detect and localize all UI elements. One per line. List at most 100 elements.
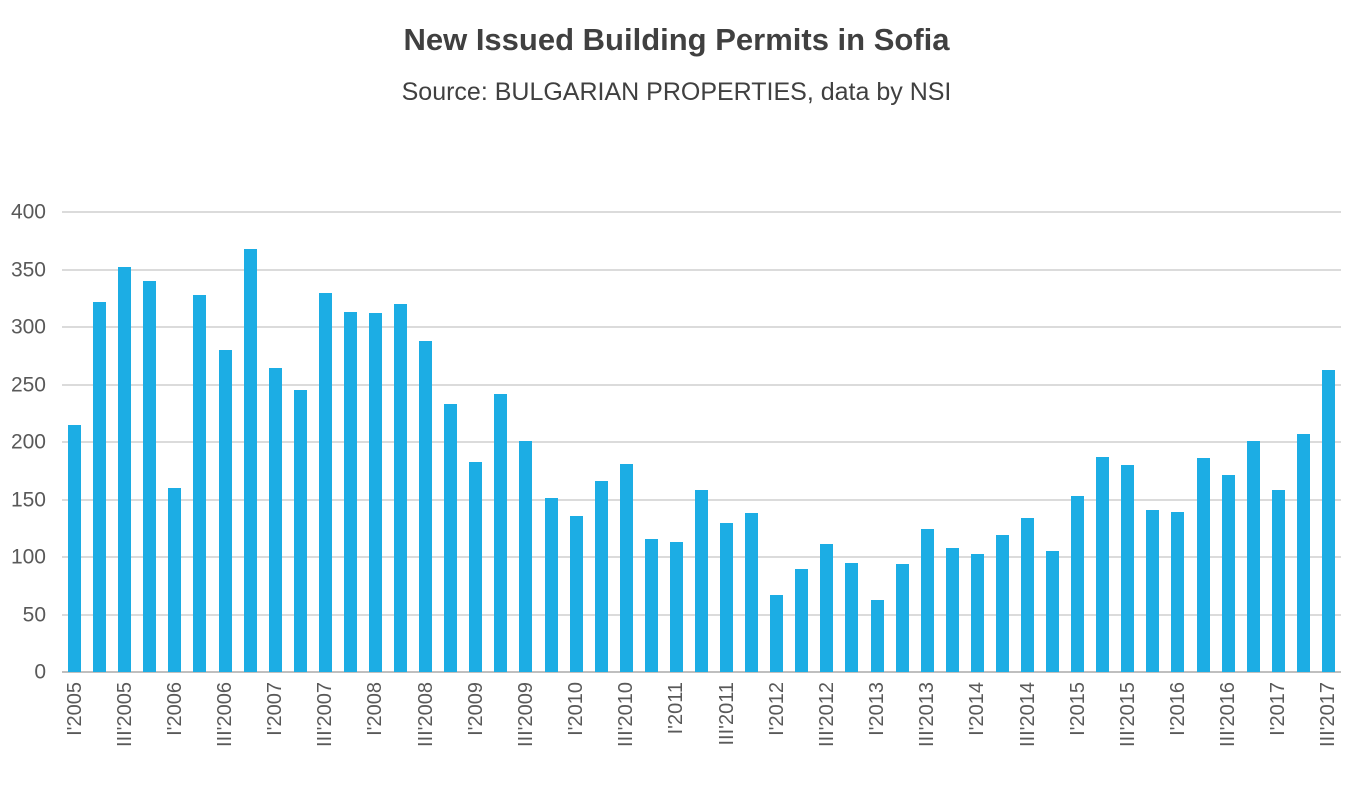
x-tick-label: III'2016 [1217, 682, 1240, 747]
x-tick-cell [639, 682, 664, 792]
x-tick-cell [87, 682, 112, 792]
bar-slot [1040, 212, 1065, 672]
x-tick-cell [238, 682, 263, 792]
x-tick-cell: III'2016 [1216, 682, 1241, 792]
bar-slot [1216, 212, 1241, 672]
bar-slot [839, 212, 864, 672]
x-tick-label: III'2013 [916, 682, 939, 747]
bar-IV'2009 [544, 498, 558, 672]
x-tick-cell: I'2009 [463, 682, 488, 792]
bar-slot [714, 212, 739, 672]
gridline [62, 211, 1341, 213]
x-tick-cell: III'2010 [614, 682, 639, 792]
x-tick-cell: I'2010 [564, 682, 589, 792]
x-tick-cell [137, 682, 162, 792]
bar-IV'2010 [644, 538, 658, 672]
y-tick-label: 400 [10, 200, 46, 224]
bar-I'2012 [770, 594, 784, 672]
bar-slot [488, 212, 513, 672]
bar-slot [564, 212, 589, 672]
bar-slot [915, 212, 940, 672]
chart-subtitle: Source: BULGARIAN PROPERTIES, data by NS… [401, 78, 952, 106]
x-tick-label: III'2011 [715, 682, 738, 746]
bar-III'2009 [519, 440, 533, 672]
bar-slot [87, 212, 112, 672]
bar-III'2016 [1221, 475, 1235, 672]
bar-slot [1266, 212, 1291, 672]
bar-I'2007 [268, 368, 282, 672]
bar-III'2005 [118, 267, 132, 672]
bar-IV'2014 [1046, 551, 1060, 672]
y-tick-label: 0 [34, 660, 46, 684]
bar-II'2013 [895, 563, 909, 672]
bar-II'2005 [93, 301, 107, 672]
gridline [62, 268, 1341, 271]
y-axis: 0 50 100 150 200 250 300 350 400 [0, 202, 54, 683]
x-tick-cell [1291, 682, 1316, 792]
x-tick-cell [940, 682, 965, 792]
bar-slot [739, 212, 764, 672]
gridline [62, 326, 1341, 328]
bar-III'2013 [920, 529, 934, 672]
chart-title: New Issued Building Permits in Sofia [403, 22, 950, 57]
bar-slot [814, 212, 839, 672]
bar-slot [1165, 212, 1190, 672]
x-tick-cell [388, 682, 413, 792]
x-tick-cell: I'2011 [664, 682, 689, 792]
bar-slot [1140, 212, 1165, 672]
bar-II'2014 [995, 535, 1009, 672]
bar-IV'2012 [845, 562, 859, 672]
x-tick-cell [1140, 682, 1165, 792]
bar-slot [664, 212, 689, 672]
bar-slot [388, 212, 413, 672]
x-tick-cell: III'2017 [1316, 682, 1341, 792]
x-tick-label: I'2007 [264, 682, 287, 736]
bar-II'2007 [293, 390, 307, 672]
bar-III'2007 [318, 292, 332, 672]
x-tick-cell [288, 682, 313, 792]
x-tick-cell [1191, 682, 1216, 792]
x-tick-cell [739, 682, 764, 792]
bar-slot [1065, 212, 1090, 672]
x-tick-label: I'2014 [966, 682, 989, 736]
x-tick-label: I'2013 [866, 682, 889, 736]
bar-slot [1316, 212, 1341, 672]
bar-I'2008 [368, 313, 382, 672]
x-tick-cell [689, 682, 714, 792]
bar-II'2006 [193, 294, 207, 672]
bar-I'2015 [1071, 496, 1085, 672]
x-tick-cell [1241, 682, 1266, 792]
bar-I'2005 [68, 424, 82, 672]
bar-I'2014 [970, 553, 984, 672]
x-tick-cell: III'2008 [413, 682, 438, 792]
bar-II'2011 [694, 490, 708, 672]
x-tick-cell: I'2017 [1266, 682, 1291, 792]
x-tick-label: III'2005 [113, 682, 136, 747]
bar-III'2010 [619, 463, 633, 672]
x-tick-label: I'2009 [464, 682, 487, 736]
x-tick-label: I'2005 [63, 682, 86, 736]
x-tick-cell: I'2005 [62, 682, 87, 792]
bar-IV'2015 [1146, 509, 1160, 672]
bars [62, 212, 1341, 672]
x-tick-cell [1090, 682, 1115, 792]
bar-III'2017 [1321, 369, 1335, 672]
bar-slot [263, 212, 288, 672]
x-tick-label: I'2011 [665, 682, 688, 735]
bar-IV'2006 [243, 248, 257, 672]
bar-I'2013 [870, 599, 884, 672]
bar-IV'2011 [745, 513, 759, 672]
x-tick-cell: III'2011 [714, 682, 739, 792]
bar-slot [363, 212, 388, 672]
bar-slot [438, 212, 463, 672]
gridline [62, 441, 1341, 443]
x-tick-cell: III'2007 [313, 682, 338, 792]
bar-slot [1015, 212, 1040, 672]
bar-slot [1090, 212, 1115, 672]
bar-slot [162, 212, 187, 672]
x-tick-label: I'2008 [364, 682, 387, 736]
x-tick-label: I'2016 [1166, 682, 1189, 736]
bar-III'2011 [720, 522, 734, 672]
x-tick-cell [187, 682, 212, 792]
